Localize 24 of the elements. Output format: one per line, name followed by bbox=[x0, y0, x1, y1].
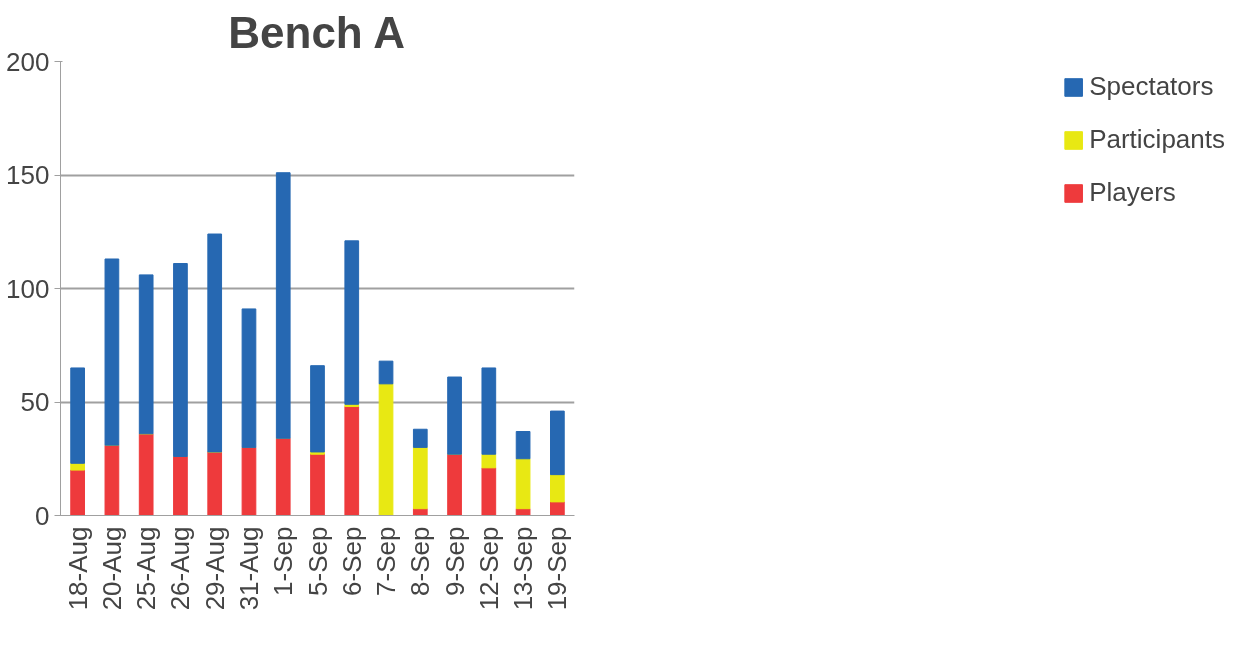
y-tick-label: 0 bbox=[35, 500, 50, 531]
x-tick-label: 29-Aug bbox=[199, 526, 230, 611]
x-tick-label: 18-Aug bbox=[62, 526, 93, 611]
y-tick-label: 150 bbox=[6, 160, 50, 190]
x-tick-label: 13-Sep bbox=[508, 526, 539, 611]
x-tick-label: 8-Sep bbox=[405, 526, 436, 596]
legend-label: Spectators bbox=[1089, 71, 1214, 102]
x-tick-label: 7-Sep bbox=[371, 526, 402, 596]
chart-title: Bench A bbox=[228, 7, 406, 57]
x-tick-label: 25-Aug bbox=[131, 526, 162, 611]
x-tick-label: 31-Aug bbox=[233, 526, 264, 611]
y-tick-label: 100 bbox=[6, 273, 50, 304]
x-tick-label: 26-Aug bbox=[165, 526, 196, 611]
x-tick-label: 5-Sep bbox=[302, 526, 333, 596]
legend-label: Participants bbox=[1089, 124, 1225, 155]
y-tick-label: 200 bbox=[6, 46, 50, 77]
x-tick-label: 20-Aug bbox=[96, 526, 127, 611]
legend-label: Players bbox=[1089, 177, 1176, 208]
x-tick-label: 12-Sep bbox=[473, 526, 504, 611]
x-tick-label: 6-Sep bbox=[336, 526, 367, 596]
x-tick-label: 9-Sep bbox=[439, 526, 470, 596]
x-tick-label: 19-Sep bbox=[542, 526, 573, 611]
y-tick-label: 50 bbox=[20, 387, 50, 417]
x-tick-label: 1-Sep bbox=[268, 526, 299, 596]
